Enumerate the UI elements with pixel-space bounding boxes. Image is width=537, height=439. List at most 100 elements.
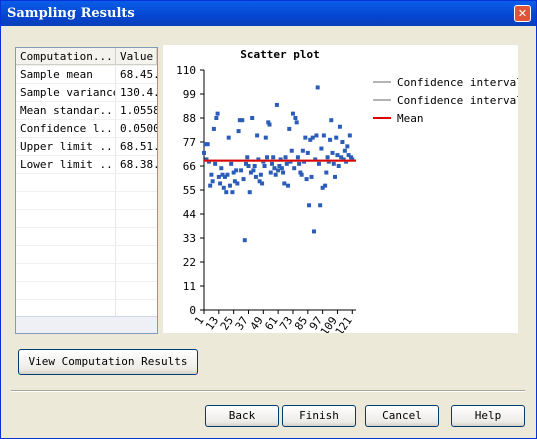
point [252, 164, 257, 168]
x-tick-label: 73 [277, 314, 295, 332]
point [253, 174, 258, 179]
point [266, 120, 271, 125]
point [248, 170, 253, 175]
table-row[interactable]: Lower limit ... 68.38. [16, 156, 157, 174]
point [311, 229, 316, 234]
table-row[interactable]: Sample mean 68.45. [16, 66, 157, 84]
point [278, 157, 283, 162]
point [272, 166, 277, 171]
point [210, 179, 215, 184]
point [298, 170, 303, 175]
table-row[interactable]: Sample variance 130.4. [16, 84, 157, 102]
finish-button[interactable]: Finish [282, 405, 356, 427]
point [287, 126, 292, 131]
point [239, 168, 244, 173]
y-tick-label: 88 [183, 112, 196, 125]
point [335, 153, 340, 158]
table-row[interactable]: Confidence l... 0.0500 [16, 120, 157, 138]
point [273, 172, 278, 177]
x-tick-label: 13 [203, 314, 221, 332]
point [330, 150, 335, 155]
x-tick-label: 85 [292, 314, 310, 332]
point [294, 120, 299, 125]
x-tick-label: 61 [262, 314, 280, 332]
point [314, 133, 319, 138]
point [269, 161, 274, 166]
y-tick-label: 0 [189, 304, 196, 317]
point [247, 190, 252, 195]
point [225, 172, 230, 177]
point [297, 161, 302, 166]
y-tick-label: 22 [183, 256, 196, 269]
table-row[interactable]: Upper limit ... 68.51. [16, 138, 157, 156]
point [341, 157, 346, 162]
column-header[interactable]: Computation... [16, 48, 116, 65]
point [284, 161, 289, 166]
y-tick-label: 99 [183, 88, 196, 101]
point [251, 168, 256, 173]
help-button[interactable]: Help [451, 405, 525, 427]
point [215, 111, 220, 116]
column-header[interactable]: Value [116, 48, 157, 65]
point [279, 166, 284, 171]
point [250, 116, 255, 120]
point [325, 155, 330, 160]
point [324, 170, 329, 175]
point [235, 181, 240, 186]
point [258, 172, 263, 177]
empty-row [16, 192, 157, 210]
point [300, 148, 305, 153]
point [214, 116, 219, 120]
point [308, 137, 313, 142]
table-row[interactable]: Mean standar... 1.0558 [16, 102, 157, 120]
point [236, 129, 241, 134]
point [295, 155, 300, 160]
point [315, 85, 320, 90]
point [323, 183, 328, 188]
point [349, 155, 354, 160]
point [223, 174, 228, 179]
point [305, 150, 310, 155]
chart: Scatter plot 011223344556677889911011325… [163, 45, 518, 333]
empty-row [16, 264, 157, 282]
point [234, 168, 239, 173]
empty-row [16, 174, 157, 192]
close-button[interactable]: ✕ [514, 5, 531, 22]
x-tick-label: 25 [218, 314, 236, 332]
point [304, 177, 309, 182]
point [286, 183, 291, 188]
point [281, 170, 286, 175]
table-cell: 68.51. [120, 140, 157, 153]
empty-row [16, 246, 157, 264]
y-tick-label: 44 [183, 208, 197, 221]
point [245, 155, 250, 160]
point [337, 124, 342, 129]
results-table: Computation... Value Sample mean 68.45. Sam… [15, 47, 158, 334]
point [216, 174, 221, 179]
point [244, 161, 249, 166]
back-button[interactable]: Back [205, 405, 279, 427]
point [283, 155, 288, 160]
point [293, 116, 298, 120]
point [316, 161, 321, 166]
point [227, 183, 232, 188]
point [346, 153, 351, 158]
point [339, 155, 344, 160]
legend-label: Confidence interval [397, 76, 518, 89]
x-tick-label: 49 [248, 314, 266, 332]
point [334, 135, 339, 140]
point [277, 164, 282, 168]
point [307, 203, 312, 208]
view-results-button[interactable]: View Computation Results [18, 349, 198, 375]
point [262, 164, 267, 168]
point [321, 133, 326, 138]
scrollbar[interactable] [16, 316, 157, 333]
cancel-button[interactable]: Cancel [365, 405, 439, 427]
point [350, 157, 355, 162]
point [241, 177, 246, 182]
y-tick-label: 110 [176, 64, 196, 77]
point [332, 174, 337, 179]
point [229, 161, 234, 166]
point [208, 183, 213, 188]
